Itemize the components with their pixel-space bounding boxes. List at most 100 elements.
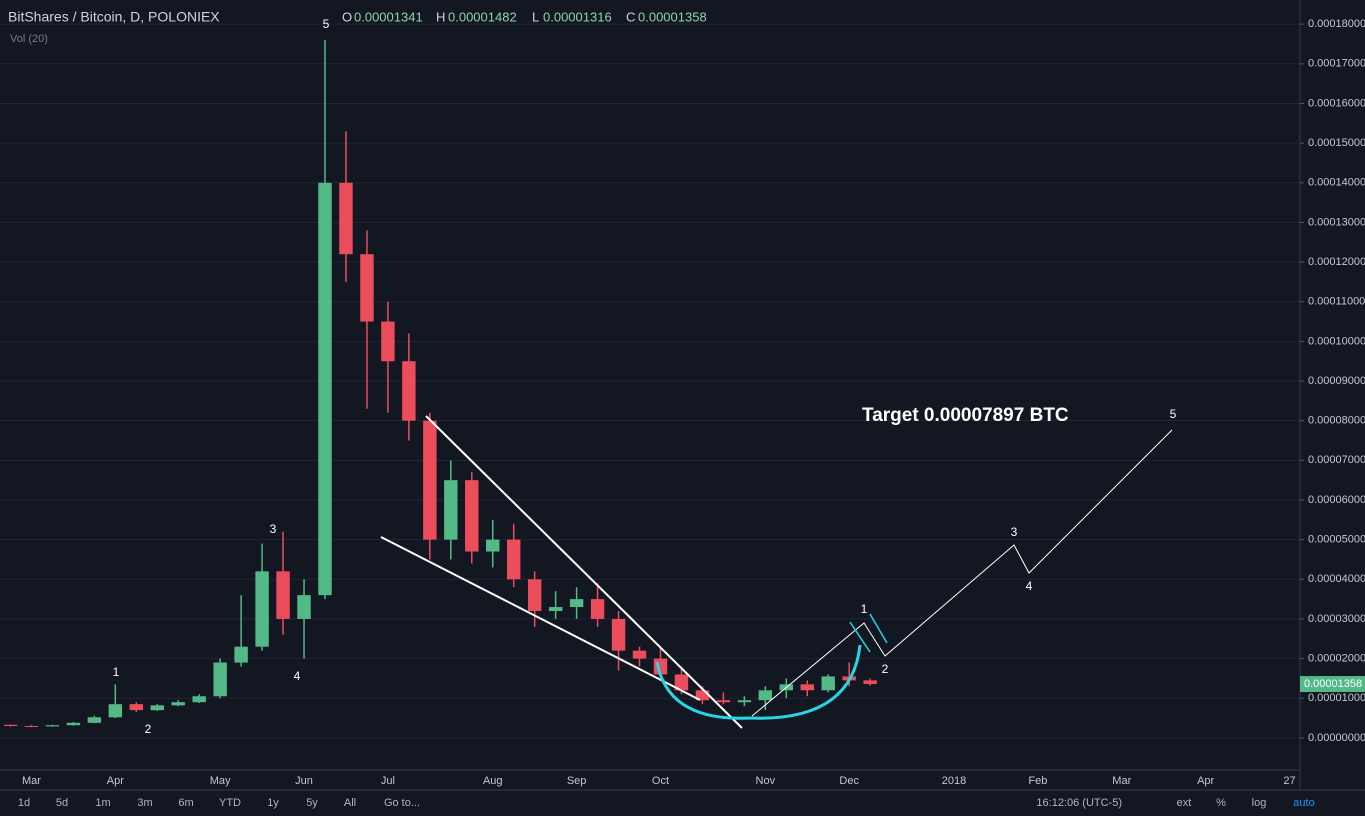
marker xyxy=(849,621,871,653)
ohlc-value: 0.00001482 xyxy=(448,9,517,24)
candle-body xyxy=(444,480,458,540)
x-tick-label: Apr xyxy=(107,775,124,787)
drawings xyxy=(380,415,1173,729)
candle-body xyxy=(297,595,311,619)
candle-body xyxy=(234,646,248,663)
option-button[interactable]: auto xyxy=(1293,797,1314,809)
toolbar: 1d 5d 1m 3m 6m YTD 1y 5y All Go to... 16:12:06 (UT… xyxy=(18,797,1315,809)
x-tick-label: Mar xyxy=(1112,775,1131,787)
marker xyxy=(869,613,888,644)
grid xyxy=(0,23,1300,739)
candle-body xyxy=(171,702,185,706)
trend-line xyxy=(380,536,701,701)
wave-label: 3 xyxy=(270,522,277,536)
y-tick-label: 0.00005000 xyxy=(1308,534,1365,546)
y-tick-label: 0.00007000 xyxy=(1308,454,1365,466)
annotations: 5 3 1 4 2 1 2 3 4 5 Target 0.00007897 BTC xyxy=(113,17,1177,736)
candle-body xyxy=(821,676,835,691)
candle-body xyxy=(737,700,752,703)
candle-body xyxy=(360,254,374,322)
x-tick-label: 27 xyxy=(1283,775,1295,787)
candle-body xyxy=(674,674,689,691)
x-tick-label: Dec xyxy=(839,775,859,787)
candle-body xyxy=(3,724,18,726)
candle-body xyxy=(695,690,710,701)
y-tick-label: 0.00011000 xyxy=(1308,296,1365,308)
x-tick-label: Mar xyxy=(22,775,41,787)
candle-body xyxy=(402,361,416,421)
ohlc-key: C xyxy=(626,9,635,24)
candle-body xyxy=(863,680,877,685)
x-tick-label: Jul xyxy=(381,775,395,787)
range-button[interactable]: 5y xyxy=(306,797,318,809)
wave-label: 2 xyxy=(145,722,152,736)
y-tick-label: 0.00012000 xyxy=(1308,256,1365,268)
y-tick-label: 0.00002000 xyxy=(1308,652,1365,664)
ohlc-key: H xyxy=(436,9,445,24)
ohlc-key: L xyxy=(532,9,539,24)
x-tick-label: Aug xyxy=(483,775,503,787)
price-axis xyxy=(1300,0,1365,790)
option-button[interactable]: % xyxy=(1216,797,1226,809)
candle-body xyxy=(548,607,563,612)
candle-body xyxy=(87,717,102,723)
y-tick-label: 0.00013000 xyxy=(1308,216,1365,228)
range-button[interactable]: 5d xyxy=(56,797,68,809)
range-button[interactable]: 1m xyxy=(95,797,110,809)
y-tick-label: 0.00016000 xyxy=(1308,97,1365,109)
range-button[interactable]: 1d xyxy=(18,797,30,809)
candle-body xyxy=(611,618,626,651)
cup-curve xyxy=(655,644,862,720)
candle-body xyxy=(276,571,290,619)
candle-body xyxy=(45,725,60,727)
wave-label: 4 xyxy=(1026,579,1033,593)
ohlc-value: 0.00001358 xyxy=(638,9,707,24)
wave-label: 2 xyxy=(882,662,889,676)
x-tick-label: 2018 xyxy=(942,775,966,787)
candles xyxy=(3,40,877,728)
candle-body xyxy=(150,705,164,711)
x-tick-label: Oct xyxy=(652,775,669,787)
candle-body xyxy=(423,420,437,540)
candle-body xyxy=(507,539,521,580)
ohlc-value: 0.00001341 xyxy=(354,9,423,24)
wave-label: 1 xyxy=(861,602,868,616)
y-tick-label: 0.00003000 xyxy=(1308,613,1365,625)
volume-label: Vol (20) xyxy=(10,33,48,45)
symbol: BitShares / Bitcoin, D, POLONIEX xyxy=(8,9,220,25)
x-tick-label: Nov xyxy=(756,775,776,787)
candle-body xyxy=(318,182,332,596)
range-button[interactable]: 1y xyxy=(267,797,279,809)
y-tick-label: 0.00001000 xyxy=(1308,692,1365,704)
wave-label: 3 xyxy=(1011,525,1018,539)
range-button[interactable]: YTD xyxy=(219,797,241,809)
y-tick-label: 0.00015000 xyxy=(1308,137,1365,149)
range-button[interactable]: 3m xyxy=(137,797,152,809)
option-button[interactable]: ext xyxy=(1177,797,1192,809)
clock: 16:12:06 (UTC-5) xyxy=(1036,797,1122,809)
candle-body xyxy=(569,599,584,608)
candle-body xyxy=(129,704,143,711)
range-button[interactable]: Go to... xyxy=(384,797,420,809)
ohlc-value: 0.00001316 xyxy=(543,9,612,24)
candle-body xyxy=(465,480,479,552)
candle-body xyxy=(486,539,500,552)
candle-body xyxy=(66,722,81,726)
option-button[interactable]: log xyxy=(1252,797,1267,809)
x-tick-label: Feb xyxy=(1028,775,1047,787)
candle-body xyxy=(632,650,647,659)
x-tick-label: Jun xyxy=(295,775,313,787)
candle-body xyxy=(213,662,227,697)
x-tick-label: May xyxy=(210,775,231,787)
candle-body xyxy=(590,599,605,619)
candle-body xyxy=(339,182,353,255)
range-button[interactable]: 6m xyxy=(178,797,193,809)
wave-label: 1 xyxy=(113,665,120,679)
range-button[interactable]: All xyxy=(344,797,356,809)
wave-label: 5 xyxy=(1170,407,1177,421)
candle-body xyxy=(255,571,269,647)
y-tick-label: 0.00004000 xyxy=(1308,573,1365,585)
last-price-tag xyxy=(1300,676,1365,693)
candle-body xyxy=(192,696,206,703)
